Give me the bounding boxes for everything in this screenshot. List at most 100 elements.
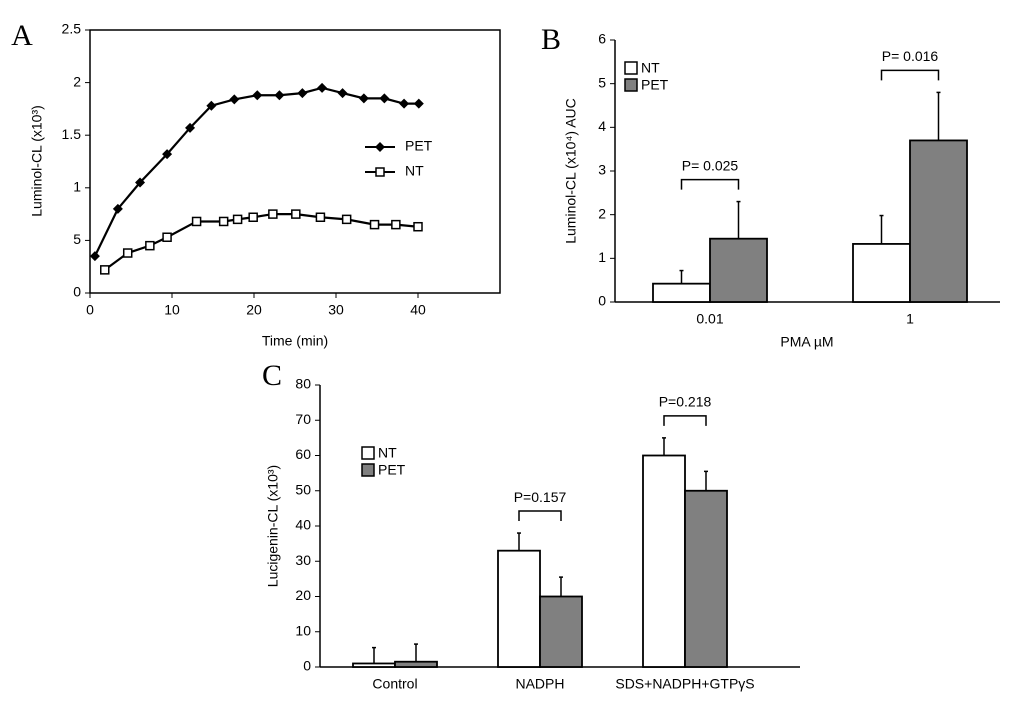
bar: [394, 660, 438, 668]
legend-label: NT: [378, 445, 397, 461]
y-axis-label: Luminol-CL (x10³): [29, 105, 45, 217]
y-tick-label: 1.5: [62, 126, 82, 142]
x-tick-label: 0: [86, 302, 94, 318]
marker: [89, 251, 100, 262]
y-tick-label: 60: [295, 446, 311, 462]
bar: [684, 489, 728, 668]
y-tick-label: 70: [295, 411, 311, 427]
p-value: P= 0.016: [882, 48, 939, 64]
bar: [909, 139, 968, 303]
marker: [162, 232, 172, 242]
plot-frame: [89, 29, 501, 294]
marker: [100, 265, 110, 275]
y-tick-label: 80: [295, 376, 311, 392]
significance-bracket: [663, 415, 707, 426]
marker: [252, 90, 263, 101]
y-axis-label: Luminol-CL (x10⁴) AUC: [563, 98, 579, 244]
y-tick-label: 1: [598, 249, 606, 265]
y-tick-label: 0: [73, 284, 81, 300]
x-tick-label: 0.01: [696, 311, 723, 327]
bar: [352, 662, 396, 668]
y-tick-label: 6: [598, 31, 606, 47]
bar: [709, 237, 768, 303]
marker: [413, 221, 423, 232]
y-tick-label: 2: [598, 205, 606, 221]
x-axis-label: PMA µM: [780, 334, 833, 350]
legend-swatch: [361, 446, 375, 460]
marker: [317, 82, 328, 93]
x-tick-label: Control: [372, 676, 417, 692]
marker: [218, 216, 229, 227]
marker: [379, 93, 390, 104]
y-tick-label: 5: [73, 231, 81, 247]
marker: [112, 203, 123, 214]
marker: [291, 209, 301, 219]
y-tick-label: 2.5: [62, 21, 82, 37]
marker: [358, 93, 369, 104]
x-tick-label: 1: [906, 311, 914, 327]
y-tick-label: 0: [598, 293, 606, 309]
y-tick-label: 2: [73, 73, 81, 89]
marker: [375, 142, 385, 152]
marker: [162, 149, 173, 160]
y-tick-label: 3: [598, 162, 606, 178]
x-tick-label: 10: [164, 302, 180, 318]
y-tick-label: 5: [598, 74, 606, 90]
bar: [539, 595, 583, 668]
marker: [135, 177, 146, 188]
legend-swatch: [624, 61, 638, 75]
marker: [206, 100, 217, 111]
bar: [852, 243, 911, 303]
marker: [229, 94, 240, 105]
legend-swatch: [624, 78, 638, 92]
marker: [297, 88, 308, 99]
p-value: P=0.157: [514, 489, 567, 505]
panel-label: A: [11, 19, 33, 52]
x-tick-label: SDS+NADPH+GTPγS: [615, 676, 754, 692]
y-tick-label: 4: [598, 118, 606, 134]
p-value: P= 0.025: [682, 157, 739, 173]
y-tick-label: 50: [295, 481, 311, 497]
marker: [341, 214, 352, 225]
significance-bracket: [518, 510, 562, 522]
x-tick-label: NADPH: [515, 676, 564, 692]
marker: [391, 219, 401, 230]
y-tick-label: 40: [295, 517, 311, 533]
x-axis-label: Time (min): [262, 333, 328, 349]
marker: [232, 214, 243, 225]
marker: [185, 122, 196, 133]
bar: [642, 454, 686, 668]
legend-label: NT: [641, 60, 660, 76]
y-tick-label: 10: [295, 622, 311, 638]
significance-bracket: [880, 69, 940, 81]
marker: [274, 90, 285, 101]
y-tick-label: 20: [295, 587, 311, 603]
x-tick-label: 40: [410, 302, 426, 318]
significance-bracket: [680, 178, 740, 190]
y-tick-label: 0: [303, 658, 311, 674]
legend-label: PET: [641, 77, 669, 93]
legend-label: PET: [378, 462, 406, 478]
legend-label: NT: [405, 163, 424, 179]
x-tick-label: 20: [246, 302, 262, 318]
marker: [145, 240, 155, 251]
marker: [337, 88, 348, 99]
series-line: [93, 86, 419, 257]
marker: [122, 248, 133, 258]
x-tick-label: 30: [328, 302, 344, 318]
y-tick-label: 30: [295, 552, 311, 568]
marker: [248, 212, 258, 223]
marker: [191, 216, 202, 227]
y-axis-label: Lucigenin-CL (x10³): [265, 465, 281, 587]
marker: [399, 98, 410, 109]
bar: [652, 282, 711, 303]
marker: [315, 212, 326, 223]
marker: [375, 167, 385, 177]
marker: [413, 98, 424, 109]
marker: [369, 219, 380, 230]
y-tick-label: 1: [73, 179, 81, 195]
marker: [268, 209, 278, 219]
panel-label: B: [541, 23, 561, 56]
legend-label: PET: [405, 138, 433, 154]
